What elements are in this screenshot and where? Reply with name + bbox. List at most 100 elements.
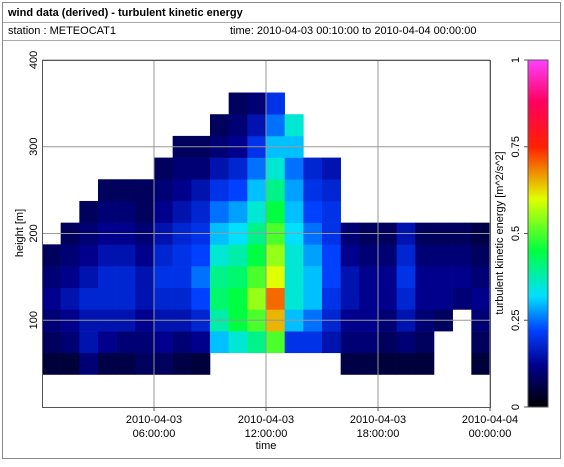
heatmap-cell — [284, 114, 304, 137]
heatmap-cell — [228, 114, 248, 137]
heatmap-cell — [266, 266, 285, 289]
heatmap-cell — [228, 200, 248, 223]
heatmap-cell — [135, 287, 155, 310]
heatmap-cell — [172, 179, 192, 202]
heatmap-cell — [42, 266, 61, 289]
heatmap-cell — [266, 287, 285, 310]
heatmap-cell — [266, 157, 285, 180]
heatmap-cell — [396, 287, 416, 310]
heatmap-cell — [266, 92, 285, 115]
heatmap-cell — [359, 244, 379, 267]
heatmap-cell — [60, 287, 80, 310]
heatmap-cell — [172, 352, 192, 375]
heatmap-cell — [303, 157, 323, 180]
heatmap-cell — [79, 266, 99, 289]
heatmap-cell — [172, 244, 192, 267]
heatmap-cell — [42, 352, 61, 375]
heatmap-cell — [79, 244, 99, 267]
colorbar-tick-label: 0.75 — [510, 136, 522, 157]
heatmap-cell — [154, 157, 173, 180]
heatmap-cell — [210, 157, 229, 180]
heatmap-cell — [452, 287, 472, 310]
heatmap-cell — [303, 331, 323, 354]
heatmap-cell — [284, 266, 304, 289]
heatmap-cell — [303, 200, 323, 223]
heatmap-cell — [378, 287, 397, 310]
heatmap-cell — [266, 179, 285, 202]
heatmap-cell — [322, 179, 341, 202]
heatmap-cell — [191, 352, 211, 375]
heatmap-cell — [172, 331, 192, 354]
heatmap-cell — [154, 287, 173, 310]
heatmap-cell — [396, 266, 416, 289]
heatmap-cell — [60, 331, 80, 354]
heatmap-cell — [340, 266, 360, 289]
heatmap-cell — [284, 331, 304, 354]
heatmap-cell — [135, 266, 155, 289]
heatmap-cell — [116, 244, 136, 267]
heatmap-cell — [266, 114, 285, 137]
heatmap-cell — [172, 157, 192, 180]
heatmap-cell — [415, 244, 435, 267]
heatmap-cell — [210, 266, 229, 289]
heatmap-cell — [247, 200, 267, 223]
station-label: station : METEOCAT1 — [8, 25, 116, 37]
x-axis-label: time — [256, 440, 277, 452]
colorbar-tick-label: 1 — [510, 57, 522, 63]
x-tick-label: 2010-04-03 06:00:00 — [126, 414, 182, 440]
heatmap-cell — [210, 200, 229, 223]
heatmap-cell — [154, 244, 173, 267]
heatmap-cell — [284, 157, 304, 180]
heatmap-cell — [172, 200, 192, 223]
heatmap-cell — [322, 157, 341, 180]
heatmap-cell — [284, 244, 304, 267]
y-axis-label: height [m] — [14, 209, 26, 257]
heatmap-cell — [154, 179, 173, 202]
heatmap-cell — [378, 244, 397, 267]
heatmap-cell — [79, 287, 99, 310]
heatmap-cell — [79, 352, 99, 375]
heatmap-cell — [396, 352, 416, 375]
heatmap-cell — [247, 92, 267, 115]
heatmap-cell — [135, 200, 155, 223]
heatmap-cell — [191, 287, 211, 310]
heatmap-cell — [359, 287, 379, 310]
heatmap-cell — [322, 244, 341, 267]
heatmap-cell — [210, 331, 229, 354]
heatmap-cell — [303, 244, 323, 267]
heatmap-cell — [191, 200, 211, 223]
heatmap-cell — [154, 352, 173, 375]
heatmap-cell — [247, 331, 267, 354]
heatmap-cell — [378, 352, 397, 375]
heatmap-cell — [322, 200, 341, 223]
heatmap-cell — [210, 179, 229, 202]
heatmap-cell — [228, 244, 248, 267]
chart-title: wind data (derived) - turbulent kinetic … — [7, 7, 244, 19]
heatmap-cell — [471, 266, 491, 289]
y-tick-label: 300 — [28, 138, 40, 156]
heatmap-cell — [266, 331, 285, 354]
heatmap-cell — [98, 266, 117, 289]
heatmap-cell — [322, 266, 341, 289]
heatmap-cell — [154, 200, 173, 223]
heatmap-cell — [172, 287, 192, 310]
heatmap-cell — [228, 331, 248, 354]
y-tick-label: 100 — [28, 311, 40, 329]
x-tick-label: 2010-04-03 18:00:00 — [350, 414, 406, 440]
y-tick-label: 400 — [28, 51, 40, 69]
colorbar-tick-label: 0 — [510, 404, 522, 410]
heatmap-cell — [191, 157, 211, 180]
heatmap-cell — [154, 266, 173, 289]
heatmap-cell — [340, 287, 360, 310]
heatmap-cell — [116, 287, 136, 310]
heatmap-cell — [415, 266, 435, 289]
colorbar-tick-label: 0.25 — [510, 310, 522, 331]
heatmap-cell — [359, 266, 379, 289]
heatmap-cell — [98, 244, 117, 267]
heatmap-cell — [452, 244, 472, 267]
heatmap-cell — [247, 114, 267, 137]
heatmap-cell — [415, 287, 435, 310]
heatmap-cell — [303, 179, 323, 202]
heatmap-cell — [60, 352, 80, 375]
